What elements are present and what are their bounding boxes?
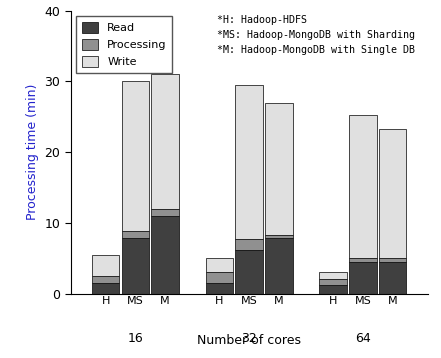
Bar (235, 250, 263, 294)
Bar (319, 272, 347, 279)
Y-axis label: Processing time (min): Processing time (min) (26, 84, 39, 220)
Bar (265, 235, 293, 238)
Bar (92, 276, 120, 283)
Bar (152, 216, 179, 294)
Bar (265, 238, 293, 294)
Bar (206, 272, 233, 283)
Bar (319, 285, 347, 294)
Bar (122, 231, 149, 238)
Bar (92, 283, 120, 294)
Bar (206, 258, 233, 272)
Bar (349, 262, 377, 294)
Bar (319, 279, 347, 285)
Bar (235, 85, 263, 239)
Legend: Read, Processing, Write: Read, Processing, Write (76, 16, 172, 73)
Bar (379, 258, 406, 262)
X-axis label: Number of cores: Number of cores (197, 334, 301, 347)
Bar (122, 82, 149, 231)
Bar (235, 239, 263, 250)
Bar (206, 283, 233, 294)
Text: *H: Hadoop-HDFS
*MS: Hadoop-MongoDB with Sharding
*M: Hadoop-MongoDB with Single: *H: Hadoop-HDFS *MS: Hadoop-MongoDB with… (217, 15, 415, 54)
Bar (379, 129, 406, 258)
Bar (379, 262, 406, 294)
Bar (152, 209, 179, 216)
Bar (92, 255, 120, 276)
Bar (265, 103, 293, 235)
Bar (122, 238, 149, 294)
Bar (349, 115, 377, 258)
Bar (349, 258, 377, 262)
Bar (152, 74, 179, 209)
Text: 32: 32 (241, 333, 257, 345)
Text: 64: 64 (355, 333, 371, 345)
Text: 16: 16 (127, 333, 143, 345)
